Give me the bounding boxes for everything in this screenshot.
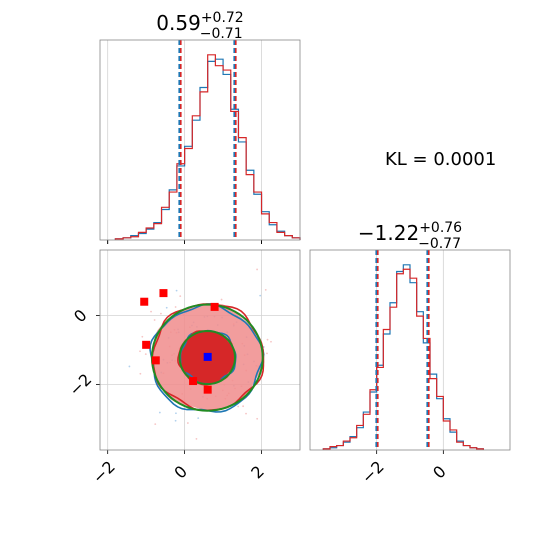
contour-sample-dot [256, 268, 259, 271]
contour-marker [159, 289, 168, 298]
contour-sample-dot [154, 423, 157, 426]
hist-y-title-sub: −0.77 [418, 236, 461, 252]
contour-sample-dot [195, 437, 198, 440]
contour-sample-dot [128, 365, 131, 368]
contour-sample-dot [165, 306, 168, 309]
hist-y-histogram-series-1 [322, 264, 484, 450]
contour-sample-dot [245, 412, 247, 415]
contour-x-tick-label: 0 [170, 462, 191, 483]
contour-sample-dot [73, 319, 75, 321]
contour-y-tick-label: 0 [70, 306, 91, 327]
contour-y-tick-label: −2 [65, 370, 95, 400]
contour-sample-dot [174, 419, 177, 422]
contour-sample-dot [175, 289, 178, 292]
contour-sample-dot [256, 417, 259, 420]
contour-sample-dot [141, 335, 144, 338]
contour-marker [203, 352, 212, 361]
contour-marker [140, 297, 149, 306]
hist-y-histogram-series-2 [322, 268, 484, 450]
contour-sample-dot [150, 310, 152, 313]
contour-sample-dot [153, 319, 156, 321]
contour-marker [210, 302, 219, 311]
contour-sample-dot [175, 412, 177, 415]
contour-sample-dot [179, 295, 182, 298]
hist-y-title: −1.22+0.76 −0.77 [358, 220, 462, 252]
kl-divergence-label: KL = 0.0001 [385, 149, 496, 170]
contour-sample-dot [237, 405, 240, 408]
contour-x-tick-label: 2 [247, 462, 268, 483]
hist-y-tick-label: 0 [429, 462, 450, 483]
contour-sample-dot [139, 350, 141, 353]
contour-sample-dot [264, 288, 267, 291]
contour-sample-dot [144, 353, 147, 356]
contour-sample-dot [312, 356, 314, 358]
contour-marker [151, 356, 160, 365]
contour-marker [142, 340, 151, 349]
hist-x-title-sub: −0.71 [200, 26, 243, 42]
hist-x-title-value: 0.59 [156, 11, 201, 35]
contour-sample-dot [197, 417, 200, 420]
contour-sample-dot [160, 312, 162, 315]
marginal-histogram-x: 0.59+0.72 −0.71 [99, 10, 301, 244]
contour-sample-dot [270, 340, 272, 343]
contour-sample-dot [174, 306, 177, 308]
hist-x-title: 0.59+0.72 −0.71 [156, 10, 243, 42]
contour-sample-dot [158, 411, 161, 414]
contour-sample-dot [266, 338, 269, 341]
hist-x-title-sup: +0.72 [201, 10, 244, 26]
contour-axes-frame [99, 249, 301, 451]
joint-contour-panel: −2 0 2 −2 0 [65, 249, 314, 492]
contour-sample-dot [197, 490, 199, 492]
hist-y-title-value: −1.22 [358, 221, 419, 245]
contour-sample-dot [259, 294, 262, 297]
contour-sample-dot [186, 422, 189, 424]
contour-x-tick-label: −2 [89, 457, 119, 487]
contour-sample-dot [139, 372, 142, 375]
contour-marker [203, 385, 212, 394]
contour-sample-dot [220, 298, 223, 301]
hist-x-axes-frame [99, 39, 301, 241]
marginal-histogram-y: −1.22+0.76 −0.77 −2 0 [309, 220, 511, 487]
hist-x-histogram-series-2 [114, 54, 301, 240]
contour-sample-dot [266, 352, 268, 355]
hist-y-tick-label: −2 [358, 457, 388, 487]
hist-y-title-sup: +0.76 [419, 220, 462, 236]
contour-sample-dot [242, 405, 245, 408]
hist-y-axes-frame [309, 249, 511, 451]
contour-marker [189, 377, 198, 386]
contour-line-green-inner [178, 329, 237, 386]
